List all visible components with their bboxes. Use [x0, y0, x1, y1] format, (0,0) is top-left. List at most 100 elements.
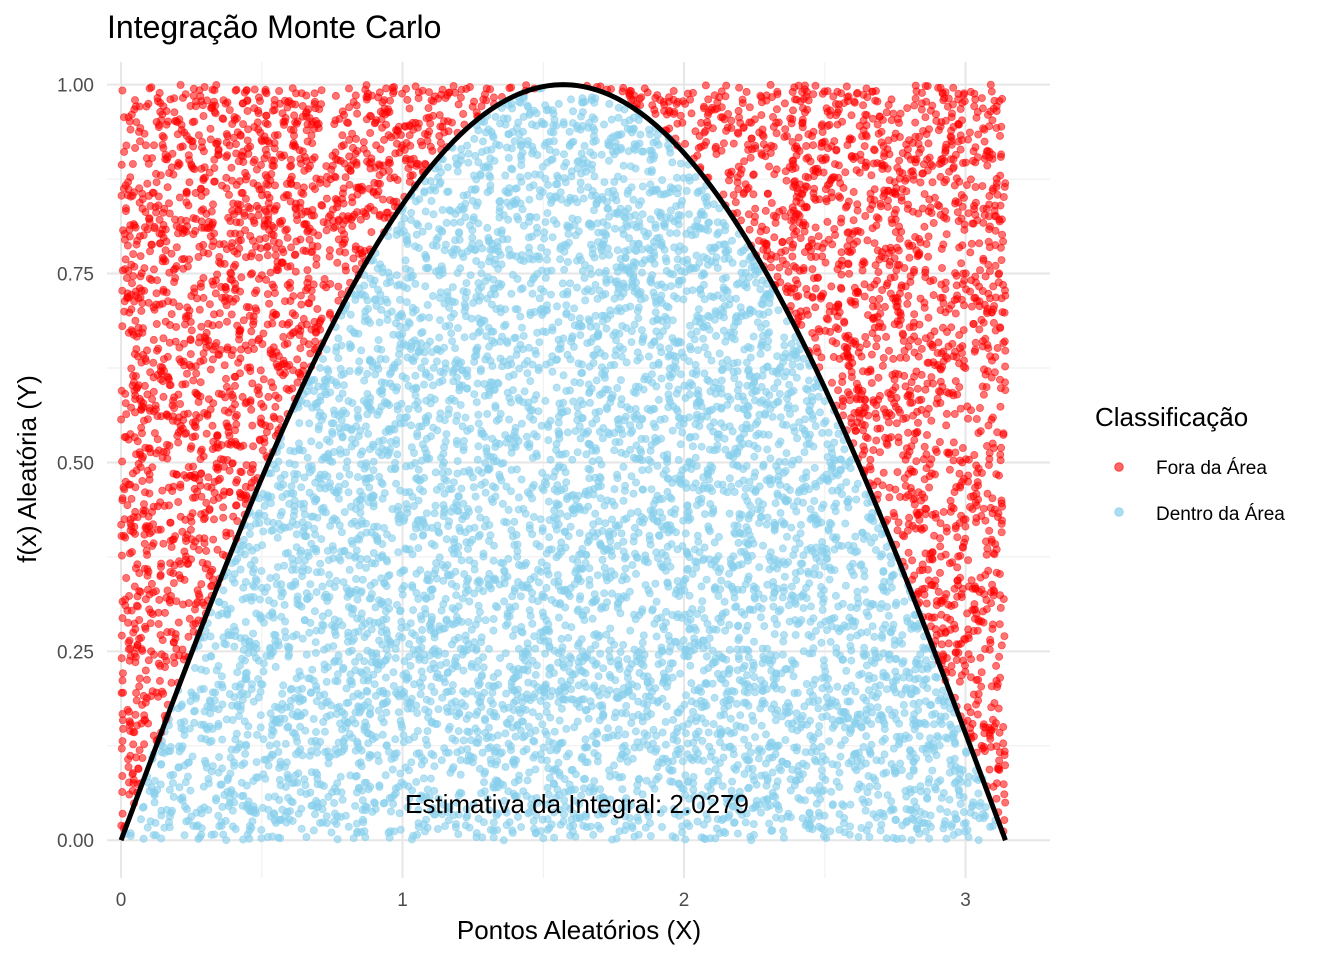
point-dentro — [780, 631, 787, 638]
point-dentro — [555, 551, 562, 558]
point-fora — [990, 283, 997, 290]
point-dentro — [776, 458, 783, 465]
point-dentro — [260, 736, 267, 743]
point-dentro — [718, 577, 725, 584]
point-dentro — [673, 203, 680, 210]
point-dentro — [493, 417, 500, 424]
point-dentro — [223, 837, 230, 844]
point-fora — [922, 269, 929, 276]
point-dentro — [627, 163, 634, 170]
point-dentro — [405, 405, 412, 412]
point-dentro — [254, 731, 261, 738]
point-fora — [728, 117, 735, 124]
point-dentro — [654, 209, 661, 216]
point-fora — [909, 557, 916, 564]
point-dentro — [252, 520, 259, 527]
point-dentro — [705, 768, 712, 775]
point-fora — [415, 95, 422, 102]
point-dentro — [818, 743, 825, 750]
point-fora — [758, 112, 765, 119]
point-fora — [785, 268, 792, 275]
point-dentro — [826, 738, 833, 745]
point-fora — [132, 711, 139, 718]
point-fora — [119, 810, 126, 817]
point-fora — [904, 300, 911, 307]
point-dentro — [640, 700, 647, 707]
point-dentro — [387, 808, 394, 815]
point-dentro — [474, 380, 481, 387]
point-dentro — [543, 256, 550, 263]
point-dentro — [353, 575, 360, 582]
point-dentro — [169, 779, 176, 786]
point-dentro — [384, 316, 391, 323]
point-dentro — [757, 286, 764, 293]
point-fora — [987, 81, 994, 88]
point-fora — [197, 280, 204, 287]
point-fora — [150, 359, 157, 366]
point-dentro — [284, 724, 291, 731]
point-dentro — [920, 644, 927, 651]
point-dentro — [620, 463, 627, 470]
point-fora — [200, 350, 207, 357]
point-dentro — [739, 665, 746, 672]
point-fora — [957, 146, 964, 153]
point-dentro — [176, 784, 183, 791]
point-fora — [377, 146, 384, 153]
point-fora — [986, 646, 993, 653]
point-fora — [968, 240, 975, 247]
point-fora — [1001, 633, 1008, 640]
point-fora — [936, 438, 943, 445]
point-dentro — [273, 741, 280, 748]
point-dentro — [340, 579, 347, 586]
point-dentro — [763, 521, 770, 528]
point-dentro — [533, 110, 540, 117]
point-fora — [233, 502, 240, 509]
point-dentro — [686, 343, 693, 350]
point-fora — [136, 675, 143, 682]
point-fora — [705, 96, 712, 103]
point-dentro — [497, 410, 504, 417]
point-fora — [195, 132, 202, 139]
point-dentro — [463, 280, 470, 287]
point-dentro — [665, 583, 672, 590]
point-fora — [156, 677, 163, 684]
point-fora — [734, 209, 741, 216]
point-dentro — [449, 338, 456, 345]
point-dentro — [562, 544, 569, 551]
point-dentro — [640, 386, 647, 393]
point-dentro — [612, 352, 619, 359]
point-dentro — [505, 506, 512, 513]
point-fora — [828, 379, 835, 386]
point-fora — [996, 132, 1003, 139]
point-dentro — [508, 145, 515, 152]
point-fora — [871, 186, 878, 193]
point-dentro — [836, 783, 843, 790]
point-dentro — [701, 544, 708, 551]
point-dentro — [728, 237, 735, 244]
point-dentro — [775, 398, 782, 405]
point-dentro — [438, 757, 445, 764]
point-dentro — [652, 580, 659, 587]
point-fora — [912, 119, 919, 126]
point-dentro — [246, 531, 253, 538]
point-dentro — [714, 219, 721, 226]
point-dentro — [433, 358, 440, 365]
point-dentro — [359, 576, 366, 583]
point-dentro — [657, 344, 664, 351]
point-dentro — [397, 770, 404, 777]
point-dentro — [790, 552, 797, 559]
point-dentro — [592, 740, 599, 747]
point-fora — [130, 741, 137, 748]
point-dentro — [520, 505, 527, 512]
point-dentro — [585, 381, 592, 388]
point-dentro — [309, 802, 316, 809]
point-fora — [1000, 596, 1007, 603]
point-dentro — [689, 443, 696, 450]
point-dentro — [524, 137, 531, 144]
point-dentro — [458, 152, 465, 159]
point-fora — [272, 403, 279, 410]
point-dentro — [385, 748, 392, 755]
point-dentro — [471, 187, 478, 194]
point-fora — [228, 164, 235, 171]
point-dentro — [316, 442, 323, 449]
